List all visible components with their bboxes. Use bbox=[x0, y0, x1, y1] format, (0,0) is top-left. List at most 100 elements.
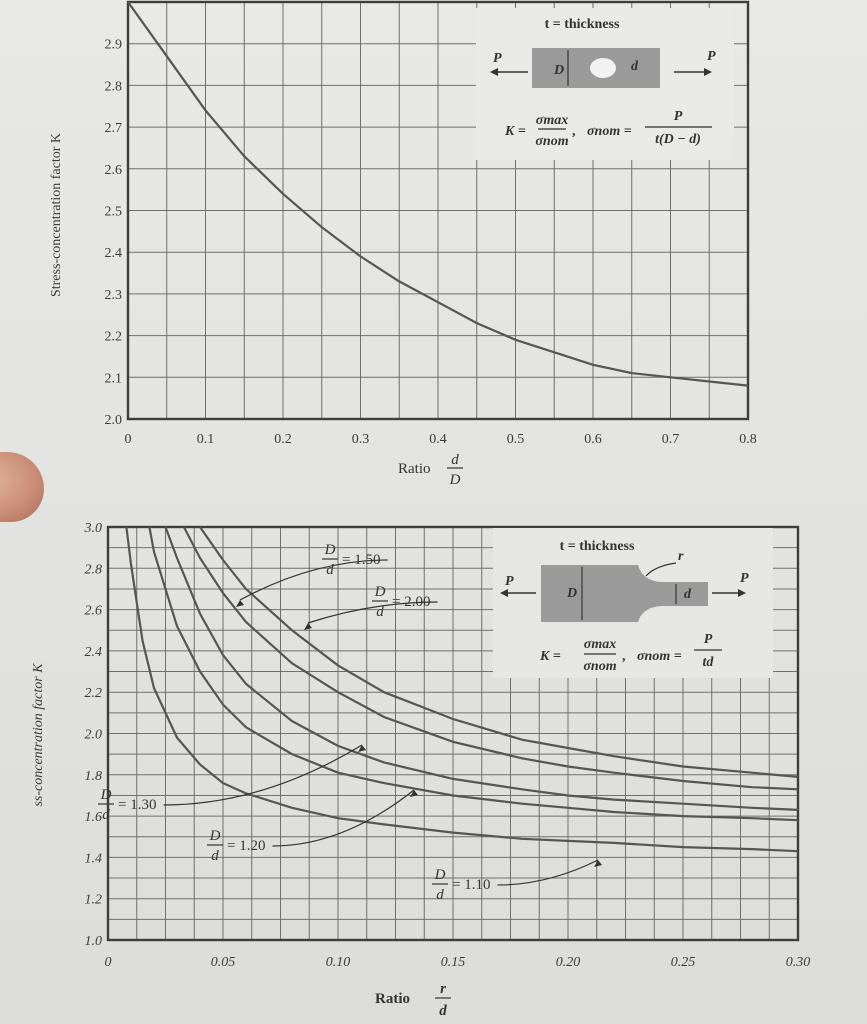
bottom-x-tick-label: 0.05 bbox=[211, 955, 236, 970]
top-x-label-num: d bbox=[451, 452, 459, 468]
top-y-tick-label: 2.6 bbox=[105, 163, 123, 178]
bottom-inset-signom: σnom bbox=[583, 659, 616, 674]
top-y-axis-label: Stress-concentration factor K bbox=[49, 133, 64, 297]
bottom-y-tick-label: 2.4 bbox=[85, 645, 103, 660]
curve-label-leader bbox=[163, 744, 363, 806]
top-inset-d: d bbox=[631, 59, 639, 74]
curve-label-arrowhead bbox=[304, 623, 312, 630]
bottom-x-tick-label: 0.30 bbox=[786, 955, 811, 970]
bottom-inset-p-right: P bbox=[740, 571, 749, 586]
top-frame bbox=[126, 0, 750, 421]
curve-label-arrowhead bbox=[594, 860, 602, 867]
bottom-series-line-0 bbox=[199, 526, 799, 778]
top-series-line-0 bbox=[127, 1, 749, 387]
top-inset: t = thickness P D d P K = σmax σnom , σn… bbox=[476, 8, 734, 160]
bottom-inset-D: D bbox=[566, 586, 577, 601]
top-y-tick-label: 2.3 bbox=[105, 288, 123, 303]
top-inset-k-eq: K = bbox=[504, 124, 526, 139]
bottom-y-tick-label: 1.8 bbox=[85, 769, 103, 784]
curve-label-num: D bbox=[374, 584, 386, 600]
bottom-x-label-text: Ratio bbox=[375, 991, 410, 1007]
top-x-tick-label: 0.8 bbox=[739, 432, 757, 447]
bottom-y-tick-label: 1.6 bbox=[85, 810, 103, 825]
bottom-y-axis-label: ss-concentration factor K bbox=[31, 663, 46, 807]
top-inset-den: t(D − d) bbox=[655, 132, 701, 147]
curve-label-leader bbox=[307, 601, 438, 624]
bottom-y-tick-label: 2.2 bbox=[85, 686, 103, 701]
bottom-x-tick-label: 0.25 bbox=[671, 955, 696, 970]
curve-label-d200: Dd = 2.00 bbox=[304, 584, 438, 630]
bottom-y-tick-label: 1.4 bbox=[85, 851, 103, 866]
curve-label-den: d bbox=[326, 562, 334, 578]
curve-label-value: = 1.50 bbox=[342, 552, 380, 568]
bottom-x-tick-label: 0.20 bbox=[556, 955, 581, 970]
curve-label-arrowhead bbox=[410, 790, 418, 797]
bottom-inset-sep: , bbox=[622, 649, 626, 664]
curve-label-leader bbox=[497, 859, 599, 886]
bottom-y-tick-label: 2.0 bbox=[85, 728, 103, 743]
curve-label-d150: Dd = 1.50 bbox=[236, 542, 388, 607]
bottom-x-label-den: d bbox=[439, 1003, 447, 1019]
bottom-y-tick-label: 1.2 bbox=[85, 893, 103, 908]
bottom-x-tick-label: 0 bbox=[105, 955, 112, 970]
top-y-tick-label: 2.9 bbox=[105, 38, 123, 53]
curve-label-num: D bbox=[324, 542, 336, 558]
bottom-x-label-num: r bbox=[440, 981, 446, 997]
bottom-inset-r: r bbox=[678, 549, 684, 564]
curve-label-num: D bbox=[209, 828, 221, 844]
curve-label-value: = 1.20 bbox=[227, 838, 265, 854]
top-x-tick-label: 0.5 bbox=[507, 432, 525, 447]
top-x-tick-label: 0.2 bbox=[274, 432, 292, 447]
bottom-inset-P: P bbox=[704, 632, 713, 647]
bottom-frame bbox=[106, 525, 800, 942]
top-inset-p-left: P bbox=[493, 51, 502, 66]
curve-label-value: = 2.00 bbox=[392, 594, 430, 610]
bottom-y-tick-label: 2.8 bbox=[85, 562, 103, 577]
bottom-x-tick-label: 0.10 bbox=[326, 955, 351, 970]
top-x-tick-label: 0.7 bbox=[662, 432, 680, 447]
curve-label-arrowhead bbox=[236, 600, 244, 607]
bottom-inset-signom2: σnom = bbox=[637, 649, 682, 664]
top-y-tick-label: 2.4 bbox=[105, 246, 123, 261]
top-inset-signom2: σnom = bbox=[587, 124, 632, 139]
bottom-series-line-4 bbox=[125, 526, 799, 853]
top-x-axis-label: Ratio d D bbox=[398, 452, 463, 488]
top-inset-D: D bbox=[553, 63, 564, 78]
curve-label-den: d bbox=[102, 807, 110, 823]
top-x-tick-label: 0.6 bbox=[584, 432, 602, 447]
bottom-inset-bar bbox=[541, 565, 708, 622]
curve-label-den: d bbox=[211, 848, 219, 864]
curve-label-den: d bbox=[436, 887, 444, 903]
bottom-chart: 0 0.05 0.10 0.15 0.20 0.25 0.30 1.0 1.2 1.4 1.6 1.8… bbox=[84, 521, 811, 970]
top-x-tick-label: 0 bbox=[125, 432, 132, 447]
top-y-tick-label: 2.2 bbox=[105, 330, 123, 345]
bottom-inset-sigmax: σmax bbox=[584, 637, 616, 652]
top-y-tick-label: 2.8 bbox=[105, 79, 123, 94]
bottom-inset-k-eq: K = bbox=[539, 649, 561, 664]
bottom-series-line-3 bbox=[148, 526, 799, 822]
top-x-tick-label: 0.4 bbox=[429, 432, 447, 447]
curve-label-d110: Dd = 1.10 bbox=[432, 859, 602, 903]
top-y-tick-label: 2.0 bbox=[105, 413, 123, 428]
curve-label-leader bbox=[239, 559, 388, 601]
curve-label-value: = 1.30 bbox=[118, 797, 156, 813]
bottom-inset: t = thickness r P D d P K = σmax σnom , … bbox=[493, 528, 773, 678]
bottom-y-tick-label: 1.0 bbox=[85, 934, 103, 949]
curve-label-value: = 1.10 bbox=[452, 877, 490, 893]
top-inset-thickness: t = thickness bbox=[545, 17, 620, 32]
top-y-tick-label: 2.7 bbox=[105, 121, 123, 136]
curve-label-num: D bbox=[100, 787, 112, 803]
curve-label-num: D bbox=[434, 867, 446, 883]
curve-label-d120: Dd = 1.20 bbox=[207, 789, 418, 864]
top-x-tick-label: 0.1 bbox=[197, 432, 215, 447]
bottom-x-axis-label: Ratio r d bbox=[375, 981, 451, 1019]
curve-label-d130: Dd = 1.30 bbox=[98, 744, 366, 823]
bottom-y-tick-label: 3.0 bbox=[84, 521, 103, 536]
top-inset-sigmax: σmax bbox=[536, 113, 568, 128]
bottom-inset-p-left: P bbox=[505, 574, 514, 589]
top-inset-p-right: P bbox=[707, 49, 716, 64]
bottom-y-tick-label: 2.6 bbox=[85, 604, 103, 619]
bottom-inset-d: d bbox=[684, 587, 692, 602]
